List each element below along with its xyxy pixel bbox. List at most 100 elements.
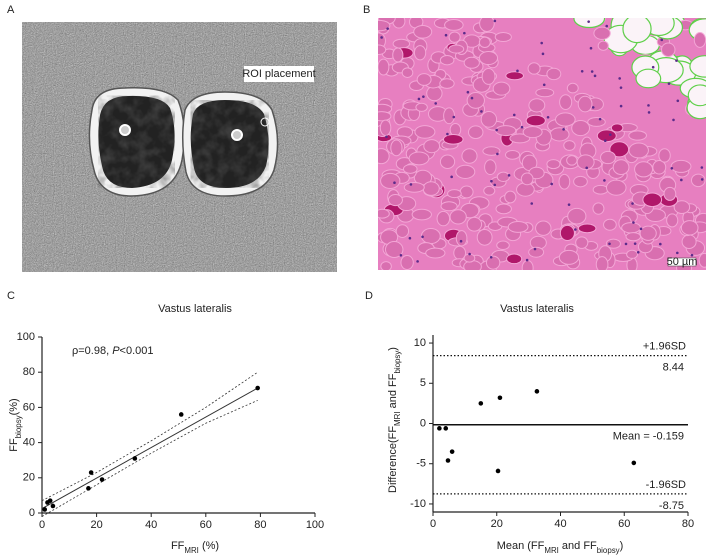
nucleus	[591, 106, 595, 109]
muscle-fiber	[480, 111, 498, 128]
nucleus	[434, 102, 437, 105]
muscle-fiber	[378, 208, 390, 219]
muscle-fiber	[528, 246, 545, 258]
muscle-fiber	[466, 216, 483, 232]
muscle-fiber	[663, 186, 677, 201]
label-part: )	[620, 540, 624, 552]
muscle-fiber	[666, 213, 679, 228]
muscle-fiber	[423, 139, 441, 154]
nucleus	[530, 202, 534, 205]
muscle-fiber	[642, 192, 663, 208]
nucleus	[605, 24, 609, 28]
y-tick-label: 40	[23, 437, 35, 449]
muscle-fiber	[587, 116, 606, 127]
muscle-fiber	[698, 252, 706, 268]
x-tick-label: 60	[200, 519, 212, 531]
muscle-fiber	[496, 240, 510, 250]
nucleus	[450, 175, 453, 179]
nucleus	[675, 59, 678, 62]
axis-label: FFbiopsy(%)	[8, 398, 23, 451]
mri-image	[22, 22, 337, 272]
muscle-fiber	[609, 141, 630, 158]
muscle-fiber	[680, 220, 699, 236]
label-part: <0.001	[120, 345, 154, 357]
muscle-fiber	[415, 102, 428, 112]
point	[497, 395, 503, 401]
muscle-fiber	[439, 78, 455, 89]
muscle-fiber	[388, 194, 403, 207]
axis-label: Difference(FFMRI and FFbiopsy)	[387, 347, 402, 493]
muscle-fiber	[440, 201, 458, 212]
muscle-fiber	[449, 209, 467, 225]
muscle-fiber	[495, 125, 517, 137]
muscle-fiber	[392, 47, 404, 63]
muscle-fiber	[443, 107, 456, 125]
muscle-fiber	[546, 67, 562, 81]
nucleus	[632, 221, 635, 224]
nucleus	[659, 242, 662, 246]
nucleus	[550, 182, 553, 186]
nucleus	[567, 203, 571, 206]
muscle-fiber	[621, 222, 641, 234]
nucleus	[493, 19, 497, 23]
label-part: MRI	[393, 411, 402, 426]
reference-value-label: 8.44	[663, 362, 684, 374]
muscle-fiber	[577, 95, 593, 113]
label-part: MRI	[544, 546, 559, 555]
nucleus	[507, 174, 511, 177]
muscle-fiber	[555, 112, 576, 127]
nucleus	[495, 128, 498, 132]
nucleus	[408, 236, 412, 240]
nucleus	[489, 255, 493, 259]
muscle-fiber	[378, 44, 387, 56]
nucleus	[680, 178, 683, 182]
nucleus	[647, 104, 650, 107]
nucleus	[608, 133, 612, 136]
muscle-fiber	[549, 127, 570, 142]
point	[437, 426, 442, 431]
muscle-fiber	[525, 114, 546, 127]
muscle-fiber	[661, 42, 676, 57]
muscle-fiber	[422, 181, 440, 196]
point	[50, 503, 56, 509]
muscle-fiber	[658, 148, 671, 163]
nucleus	[516, 69, 519, 73]
chart-title: Vastus lateralis	[158, 303, 232, 315]
muscle-fiber	[605, 238, 621, 249]
x-tick-label: 40	[145, 519, 157, 531]
y-tick-label: 80	[23, 366, 35, 378]
muscle-fiber	[603, 218, 617, 231]
muscle-fiber	[400, 254, 414, 270]
fat-cell	[689, 55, 706, 78]
muscle-fiber	[463, 260, 482, 270]
nucleus	[631, 202, 634, 205]
muscle-fiber	[479, 18, 495, 32]
muscle-fiber	[610, 123, 624, 133]
muscle-fiber	[597, 40, 609, 51]
muscle-fiber	[448, 31, 461, 43]
panel-label: A	[7, 4, 15, 16]
reference-name: +1.96SD	[643, 341, 686, 353]
nucleus	[574, 228, 577, 231]
nucleus	[585, 166, 589, 170]
label-part: and FF	[387, 373, 399, 411]
y-tick-label: 10	[414, 337, 426, 349]
panel-label: C	[7, 290, 15, 302]
muscle-fiber	[559, 94, 573, 111]
point	[495, 468, 501, 474]
muscle-fiber	[628, 130, 647, 141]
muscle-fiber	[484, 159, 497, 176]
muscle-fiber	[448, 44, 465, 54]
muscle-fiber	[384, 241, 404, 258]
nucleus	[386, 27, 389, 30]
muscle-fiber	[605, 179, 627, 196]
label-part: biopsy	[597, 546, 620, 555]
muscle-fiber	[485, 255, 501, 270]
point	[88, 470, 94, 475]
muscle-fiber	[528, 98, 546, 113]
point	[99, 477, 105, 482]
x-tick-label: 100	[306, 519, 324, 531]
nucleus	[676, 251, 679, 255]
fat-cell	[622, 18, 652, 44]
